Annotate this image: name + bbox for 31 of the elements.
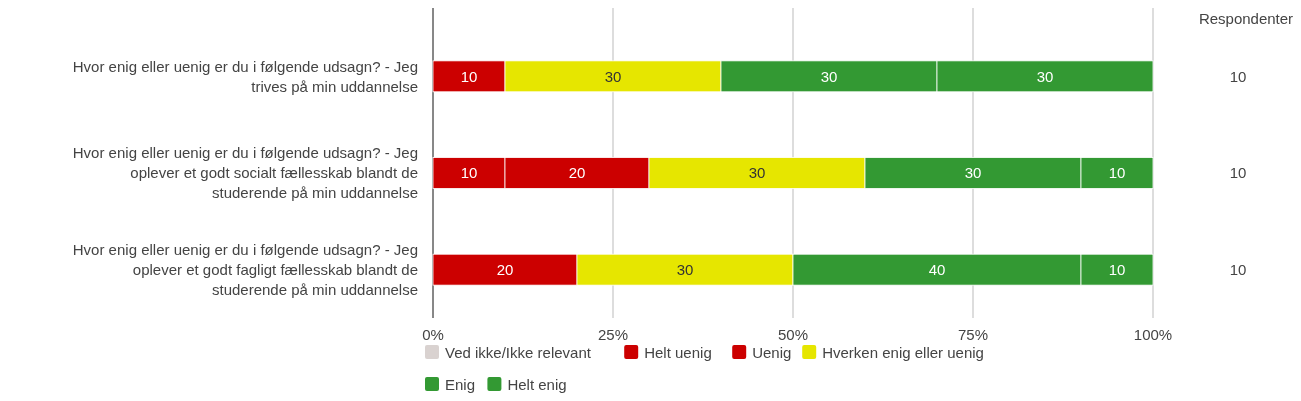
legend-label: Enig <box>445 376 476 394</box>
data-label: 30 <box>676 260 694 278</box>
x-tick-label: 0% <box>422 326 444 343</box>
x-tick-label: 25% <box>597 326 629 343</box>
x-tick-label: 75% <box>957 326 989 343</box>
x-tick-label: 50% <box>777 326 809 343</box>
annotation: 10 <box>460 67 478 85</box>
data-label: 20 <box>496 260 514 278</box>
data-label: 30 <box>748 164 766 182</box>
data-label: 20 <box>568 164 586 182</box>
data-label: 10 <box>1108 164 1126 182</box>
y-tick-label: Hvor enig eller uenig er du i følgende udsagn? - Jeg trives på min uddannelse <box>72 57 418 95</box>
y-tick-label: Hvor enig eller uenig er du i følgende udsagn? - Jeg oplever et godt socialt fællesskab blandt de studerende på min uddannelse <box>72 144 418 202</box>
data-label: 10 <box>1229 67 1247 85</box>
data-label: 40 <box>928 260 946 278</box>
data-label: 30 <box>604 67 622 85</box>
data-label: 30 <box>1036 67 1054 85</box>
legend-label: Helt uenig <box>644 344 712 362</box>
y-tick-label: Hvor enig eller uenig er du i følgende udsagn? - Jeg oplever et godt fagligt fællesskab blandt de studerende på min uddannelse <box>72 240 418 298</box>
text: 10 <box>1229 260 1247 278</box>
text: Respondenter <box>1198 10 1294 27</box>
annotation: 10 <box>460 164 478 182</box>
legend-label: Helt enig <box>507 376 567 394</box>
data-label: 10 <box>1108 260 1126 278</box>
data-label: 10 <box>1229 164 1247 182</box>
data-label: 30 <box>820 67 838 85</box>
legend-label: Uenig <box>752 344 792 362</box>
x-tick-label: 100% <box>1133 326 1173 343</box>
data-label: 30 <box>964 164 982 182</box>
legend-label: Hverken enig eller uenig <box>822 344 984 362</box>
legend-label: Ved ikke/Ikke relevant <box>445 344 592 362</box>
